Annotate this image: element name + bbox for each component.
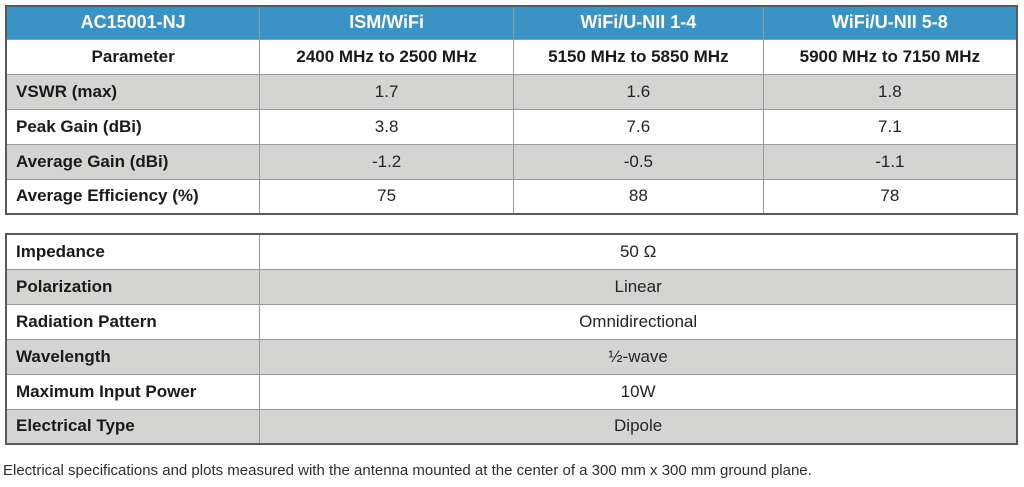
table-row-wavelength: Wavelength ½-wave [5,338,1018,375]
row-label: VSWR (max) [5,73,261,110]
table-row-electrical-type: Electrical Type Dipole [5,408,1018,445]
row-label: Radiation Pattern [5,303,261,340]
impedance-value: 50 Ω [259,233,1018,270]
part-number-cell: AC15001-NJ [5,5,261,40]
electrical-spec-table: AC15001-NJ ISM/WiFi WiFi/U-NII 1-4 WiFi/… [5,5,1018,215]
table-row-vswr: VSWR (max) 1.7 1.6 1.8 [5,73,1018,110]
row-label: Average Efficiency (%) [5,178,261,215]
avg-gain-unii-5-8: -1.1 [762,143,1018,180]
table-row-polarization: Polarization Linear [5,268,1018,305]
band-header-unii-1-4: WiFi/U-NII 1-4 [513,5,764,40]
vswr-unii-5-8: 1.8 [762,73,1018,110]
table-row-peak-gain: Peak Gain (dBi) 3.8 7.6 7.1 [5,108,1018,145]
table-row-max-input-power: Maximum Input Power 10W [5,373,1018,410]
band-header-ism-wifi: ISM/WiFi [259,5,514,40]
footnote-text: Electrical specifications and plots meas… [3,462,812,479]
row-label: Peak Gain (dBi) [5,108,261,145]
row-label: Polarization [5,268,261,305]
peak-gain-unii-1-4: 7.6 [513,108,764,145]
peak-gain-unii-5-8: 7.1 [762,108,1018,145]
table-row-average-gain: Average Gain (dBi) -1.2 -0.5 -1.1 [5,143,1018,180]
avg-eff-ism: 75 [259,178,514,215]
parameter-heading: Parameter [5,38,261,75]
row-label: Average Gain (dBi) [5,143,261,180]
radiation-pattern-value: Omnidirectional [259,303,1018,340]
row-label: Maximum Input Power [5,373,261,410]
freq-range-unii-5-8: 5900 MHz to 7150 MHz [762,38,1018,75]
table-row-average-efficiency: Average Efficiency (%) 75 88 78 [5,178,1018,215]
freq-range-unii-1-4: 5150 MHz to 5850 MHz [513,38,764,75]
general-spec-table: Impedance 50 Ω Polarization Linear Radia… [5,233,1018,445]
avg-gain-unii-1-4: -0.5 [513,143,764,180]
row-label: Electrical Type [5,408,261,445]
avg-gain-ism: -1.2 [259,143,514,180]
table-row-radiation-pattern: Radiation Pattern Omnidirectional [5,303,1018,340]
freq-range-ism: 2400 MHz to 2500 MHz [259,38,514,75]
wavelength-value: ½-wave [259,338,1018,375]
band-header-unii-5-8: WiFi/U-NII 5-8 [762,5,1018,40]
row-label: Impedance [5,233,261,270]
polarization-value: Linear [259,268,1018,305]
frequency-range-row: Parameter 2400 MHz to 2500 MHz 5150 MHz … [5,38,1018,75]
avg-eff-unii-5-8: 78 [762,178,1018,215]
electrical-type-value: Dipole [259,408,1018,445]
row-label: Wavelength [5,338,261,375]
vswr-ism: 1.7 [259,73,514,110]
table-row-impedance: Impedance 50 Ω [5,233,1018,270]
table-header-row: AC15001-NJ ISM/WiFi WiFi/U-NII 1-4 WiFi/… [5,5,1018,40]
peak-gain-ism: 3.8 [259,108,514,145]
max-input-power-value: 10W [259,373,1018,410]
vswr-unii-1-4: 1.6 [513,73,764,110]
avg-eff-unii-1-4: 88 [513,178,764,215]
